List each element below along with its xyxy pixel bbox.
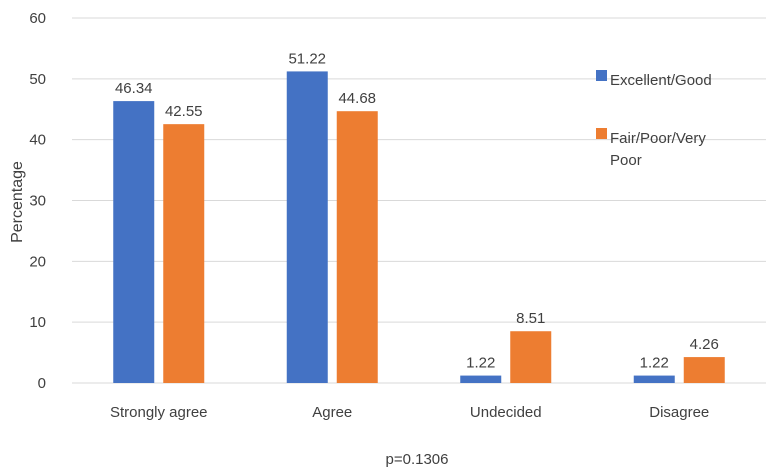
legend-label-excellent-good: Excellent/Good (610, 72, 712, 89)
bar-excellent-good-3 (633, 375, 675, 383)
data-label: 4.26 (690, 336, 719, 353)
bar-fair-poor-0 (163, 124, 205, 383)
y-tick-label: 40 (29, 132, 46, 149)
bar-excellent-good-2 (460, 375, 502, 383)
category-label: Agree (312, 404, 352, 421)
p-value-note: p=0.1306 (386, 451, 449, 468)
bar-fair-poor-1 (336, 111, 378, 384)
data-label: 8.51 (516, 310, 545, 327)
data-labels: 46.34 42.55 51.22 44.68 1.22 8.51 1.22 4.26 (115, 50, 719, 371)
y-tick-label: 60 (29, 10, 46, 27)
y-tick-label: 10 (29, 314, 46, 331)
legend-label-fair-poor: Fair/Poor/Very Poor (610, 130, 706, 169)
legend: Excellent/Good Fair/Poor/Very Poor (596, 70, 712, 169)
category-label: Strongly agree (110, 404, 208, 421)
y-tick-label: 30 (29, 193, 46, 210)
data-label: 44.68 (338, 90, 376, 107)
data-label: 42.55 (165, 103, 203, 120)
bar-excellent-good-0 (113, 101, 155, 384)
y-axis-ticks: 0 10 20 30 40 50 60 (29, 10, 46, 392)
category-label: Disagree (649, 404, 709, 421)
y-tick-label: 50 (29, 71, 46, 88)
bars (113, 71, 725, 384)
y-axis-label: Percentage (9, 161, 26, 243)
y-tick-label: 0 (38, 375, 46, 392)
data-label: 1.22 (466, 355, 495, 372)
bar-fair-poor-2 (510, 331, 552, 383)
data-label: 1.22 (640, 355, 669, 372)
data-label: 46.34 (115, 80, 153, 97)
legend-swatch-fair-poor (596, 128, 607, 139)
legend-swatch-excellent-good (596, 70, 607, 81)
data-label: 51.22 (288, 50, 326, 67)
category-labels: Strongly agree Agree Undecided Disagree (110, 404, 709, 421)
y-tick-label: 20 (29, 253, 46, 270)
bar-excellent-good-1 (286, 71, 328, 383)
category-label: Undecided (470, 404, 542, 421)
bar-fair-poor-3 (683, 357, 725, 383)
